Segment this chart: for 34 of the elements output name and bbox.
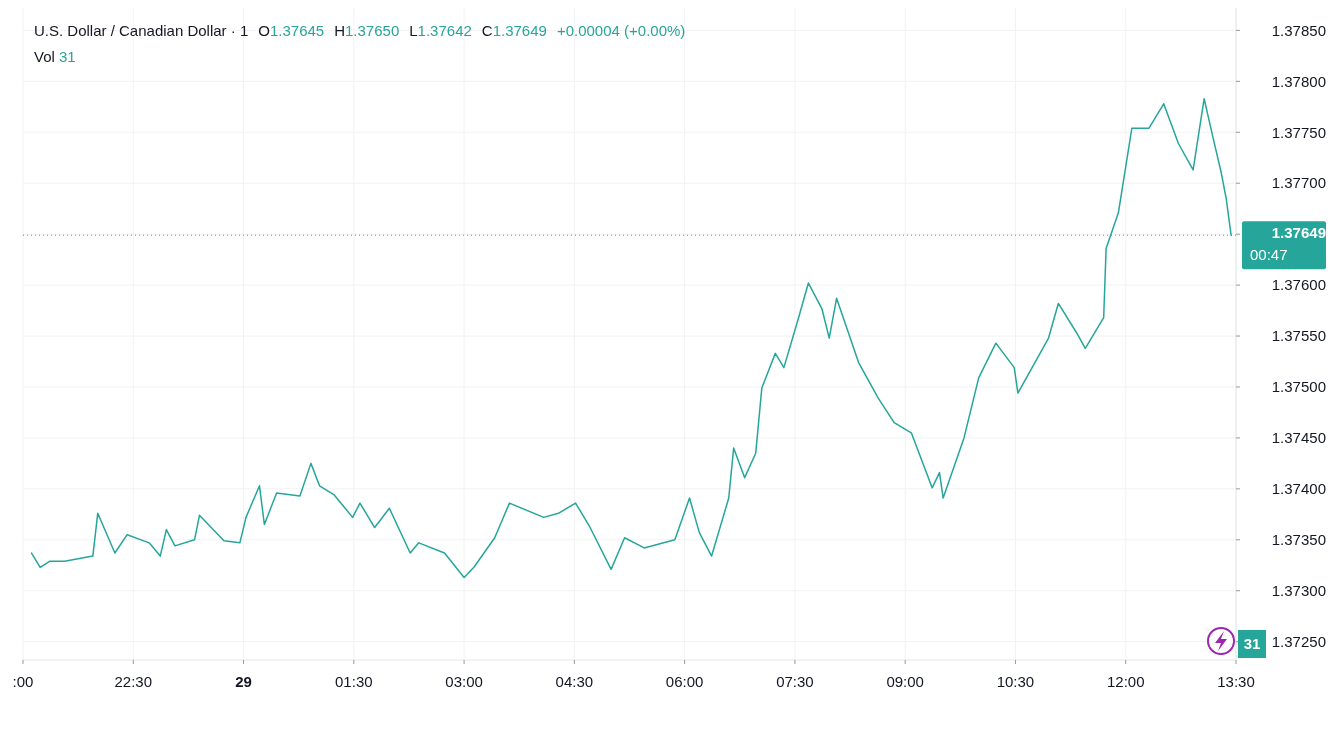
y-tick-label: 1.37500 <box>1271 378 1326 396</box>
y-tick-label: 1.37450 <box>1271 429 1326 447</box>
x-tick-label: 01:30 <box>335 673 373 690</box>
x-tick-label: 03:00 <box>445 673 483 690</box>
x-tick-label: 22:30 <box>114 673 153 690</box>
y-tick-label: 1.37400 <box>1271 480 1326 498</box>
x-tick-label: 07:30 <box>776 673 814 690</box>
y-tick-label: 1.37250 <box>1271 632 1326 650</box>
y-tick-label: 1.37600 <box>1271 276 1326 294</box>
annotation: L1.37642 <box>409 22 472 39</box>
x-tick-label: 29 <box>235 673 252 690</box>
x-tick-label: :00 <box>12 673 34 690</box>
y-tick-label: 1.37750 <box>1271 123 1326 141</box>
y-tick-label: 1.37350 <box>1271 531 1326 549</box>
y-tick-label: 1.37700 <box>1271 174 1326 192</box>
y-tick-label: 1.37300 <box>1271 581 1326 599</box>
x-tick-label: 10:30 <box>996 673 1035 690</box>
annotation: +0.00004 (+0.00%) <box>556 22 686 39</box>
annotation: O1.37645 <box>258 22 325 39</box>
x-tick-label: 12:00 <box>1106 673 1145 690</box>
annotation: C1.37649 <box>481 22 547 39</box>
ref-line-label: 1.37649 <box>1271 224 1326 242</box>
x-tick-label: 06:00 <box>665 673 704 690</box>
y-tick-label: 1.37550 <box>1271 327 1326 345</box>
text: 00:47 <box>1250 246 1288 264</box>
x-tick-label: 04:30 <box>555 673 594 690</box>
x-tick-label: 09:00 <box>886 673 924 690</box>
annotation: H1.37650 <box>334 22 400 39</box>
text: 31 <box>1243 635 1261 652</box>
y-tick-label: 1.37800 <box>1271 72 1326 90</box>
x-tick-label: 13:30 <box>1217 673 1255 690</box>
annotation: Vol 31 <box>34 48 76 65</box>
y-tick-label: 1.37850 <box>1271 21 1326 39</box>
text: U.S. Dollar / Canadian Dollar · 1 <box>34 22 249 39</box>
